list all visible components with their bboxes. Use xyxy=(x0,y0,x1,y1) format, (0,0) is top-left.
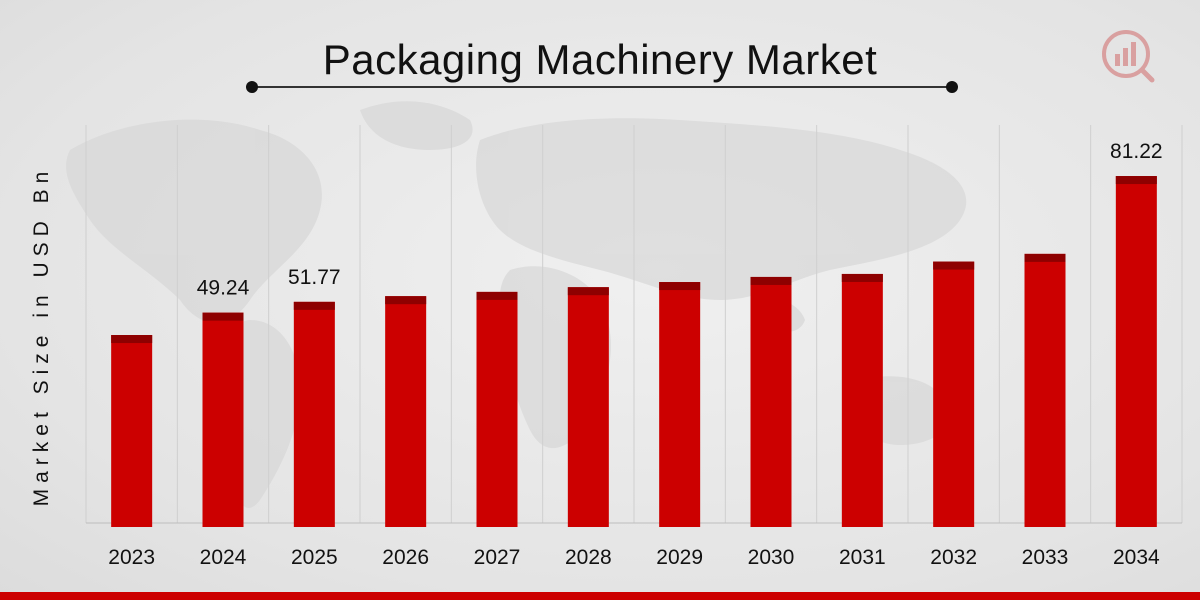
x-tick-label: 2028 xyxy=(565,546,612,569)
bar-2029 xyxy=(659,282,701,527)
bar-cap xyxy=(933,261,975,270)
bar-2026 xyxy=(385,296,427,527)
x-tick-label: 2032 xyxy=(930,546,977,569)
bar-cap xyxy=(567,287,609,296)
brand-logo-icon xyxy=(1102,30,1155,83)
bar-2024 xyxy=(202,312,244,527)
bar-2031 xyxy=(841,273,883,527)
bar-body xyxy=(841,273,883,527)
bar-2034 xyxy=(1115,176,1157,527)
bar-cap xyxy=(111,335,153,344)
bar-2028 xyxy=(567,287,609,527)
title-underline xyxy=(252,86,950,88)
bar-2033 xyxy=(1024,253,1066,527)
title-underline-right-dot xyxy=(946,81,958,93)
bar-cap xyxy=(385,296,427,305)
title-underline-left-dot xyxy=(246,81,258,93)
bar-body xyxy=(567,287,609,527)
bar-cap xyxy=(750,276,792,285)
x-tick-label: 2029 xyxy=(656,546,703,569)
bar-cap xyxy=(476,291,518,300)
bar-body xyxy=(933,261,975,527)
bar-body xyxy=(659,282,701,527)
bar-body xyxy=(293,301,335,527)
bar-cap xyxy=(1024,253,1066,262)
x-tick-label: 2031 xyxy=(839,546,886,569)
bar-body xyxy=(385,296,427,527)
bar-2030 xyxy=(750,276,792,527)
x-tick-label: 2026 xyxy=(382,546,429,569)
bar-body xyxy=(476,291,518,527)
data-label: 49.24 xyxy=(197,277,250,300)
data-label: 81.22 xyxy=(1110,140,1163,163)
bar-cap xyxy=(659,282,701,291)
x-tick-label: 2025 xyxy=(291,546,338,569)
bar-body xyxy=(111,335,153,527)
chart-title: Packaging Machinery Market xyxy=(322,36,878,83)
x-tick-label: 2034 xyxy=(1113,546,1160,569)
bar-2023 xyxy=(111,335,153,527)
bar-cap xyxy=(202,312,244,321)
x-tick-label: 2030 xyxy=(748,546,795,569)
bar-body xyxy=(1115,176,1157,527)
x-tick-label: 2024 xyxy=(200,546,247,569)
bar-body xyxy=(750,276,792,527)
bar-2027 xyxy=(476,291,518,527)
bar-body xyxy=(202,312,244,527)
bottom-accent-band xyxy=(0,592,1200,600)
x-tick-label: 2033 xyxy=(1022,546,1069,569)
bar-cap xyxy=(1115,176,1157,185)
bar-body xyxy=(1024,253,1066,527)
x-tick-label: 2027 xyxy=(474,546,521,569)
bar-cap xyxy=(841,273,883,282)
bar-cap xyxy=(293,301,335,310)
bar-2032 xyxy=(933,261,975,527)
data-label: 51.77 xyxy=(288,266,341,289)
bar-2025 xyxy=(293,301,335,527)
x-tick-label: 2023 xyxy=(108,546,155,569)
